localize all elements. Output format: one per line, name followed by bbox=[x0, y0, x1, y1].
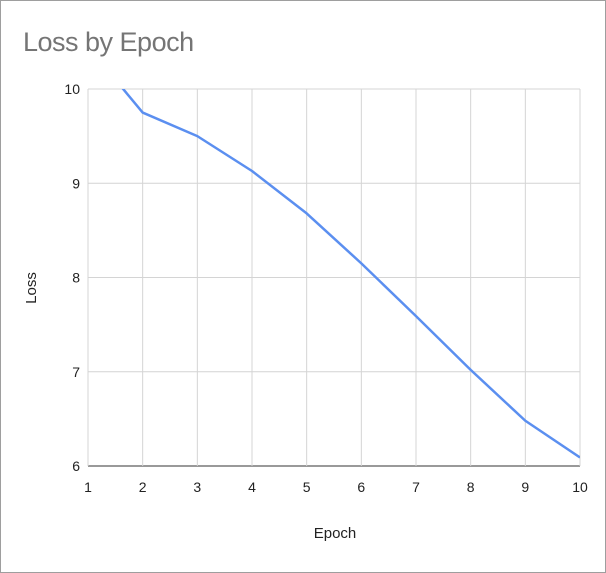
x-axis-label: Epoch bbox=[314, 525, 357, 542]
x-tick-label: 9 bbox=[521, 479, 529, 495]
x-axis-ticks: 1 2 3 4 5 6 7 8 9 10 bbox=[84, 479, 588, 495]
y-tick-label: 9 bbox=[72, 175, 80, 191]
x-tick-label: 6 bbox=[357, 479, 365, 495]
chart-title: Loss by Epoch bbox=[23, 27, 194, 57]
gridlines bbox=[87, 88, 581, 467]
x-tick-label: 10 bbox=[572, 479, 588, 495]
x-tick-label: 1 bbox=[84, 479, 92, 495]
plot-area bbox=[121, 89, 580, 459]
y-tick-label: 7 bbox=[72, 364, 80, 380]
x-tick-label: 4 bbox=[248, 479, 256, 495]
x-tick-label: 2 bbox=[139, 479, 147, 495]
x-tick-label: 7 bbox=[412, 479, 420, 495]
series-line bbox=[121, 89, 580, 459]
y-tick-label: 10 bbox=[64, 81, 80, 97]
y-tick-label: 6 bbox=[72, 458, 80, 474]
x-tick-label: 3 bbox=[193, 479, 201, 495]
y-tick-label: 8 bbox=[72, 270, 80, 286]
x-tick-label: 8 bbox=[467, 479, 475, 495]
x-tick-label: 5 bbox=[303, 479, 311, 495]
y-axis-label: Loss bbox=[23, 272, 40, 304]
y-axis-ticks: 6 7 8 9 10 bbox=[64, 81, 80, 474]
